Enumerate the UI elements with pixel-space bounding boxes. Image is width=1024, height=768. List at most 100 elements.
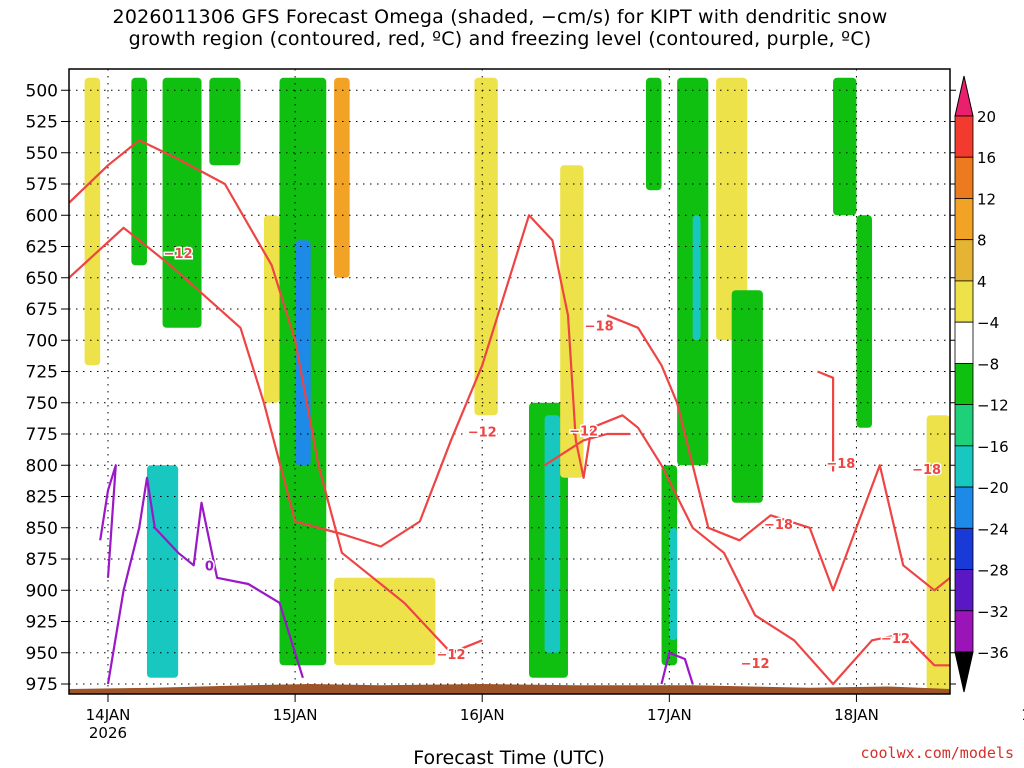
colorbar-top-arrow	[954, 75, 974, 117]
x-tick-label: 16JAN	[460, 706, 505, 724]
colorbar-label: 16	[977, 149, 996, 167]
omega-region	[716, 77, 748, 341]
colorbar-label: 12	[977, 190, 996, 208]
plot-frame	[68, 68, 951, 695]
omega-region	[263, 215, 280, 403]
y-tick-label: 875	[26, 550, 58, 570]
omega-region	[856, 215, 873, 428]
contour-label: −18	[826, 457, 855, 472]
x-tick-label: 17JAN	[647, 706, 692, 724]
colorbar-segment	[954, 280, 974, 323]
y-tick-label: 500	[26, 81, 58, 101]
chart-title: 2026011306 GFS Forecast Omega (shaded, −…	[0, 6, 1000, 50]
x-tick-label: 19JAN	[1021, 706, 1024, 724]
omega-region	[334, 77, 350, 278]
colorbar-segment	[954, 610, 974, 653]
omega-region	[833, 77, 857, 216]
y-tick-label: 900	[26, 581, 58, 601]
colorbar-label: −20	[977, 479, 1009, 497]
freezing-level-contour	[106, 476, 304, 685]
plot-background	[69, 69, 950, 694]
freezing-level-contour	[99, 464, 117, 578]
y-tick-label: 750	[26, 394, 58, 414]
colorbar-label: −32	[977, 603, 1009, 621]
omega-region	[692, 215, 701, 341]
colorbar-label: −28	[977, 562, 1009, 580]
contour-label: −18	[912, 463, 941, 478]
y-tick-label: 650	[26, 269, 58, 289]
credit-link[interactable]: coolwx.com/models	[860, 744, 1014, 762]
freezing-level-contour	[660, 651, 694, 685]
omega-region	[474, 77, 498, 416]
terrain	[69, 684, 950, 694]
colorbar-label: −4	[977, 314, 999, 332]
omega-region	[645, 77, 662, 191]
omega-region	[560, 165, 584, 478]
colorbar: 20 16 12 8 4 −4 −8 −12 −16 −20 −24 −28 −32 −36	[954, 75, 1009, 693]
colorbar-segment	[954, 486, 974, 529]
dendritic-contour	[544, 432, 631, 467]
y-tick-label: 625	[26, 238, 58, 258]
contour-label: −12	[468, 426, 497, 441]
contour-label: −18	[585, 319, 614, 334]
y-tick-label: 575	[26, 175, 58, 195]
dendritic-contour	[69, 139, 483, 654]
colorbar-label: −12	[977, 397, 1009, 415]
colorbar-label: −24	[977, 520, 1009, 538]
colorbar-segment	[954, 569, 974, 612]
colorbar-label: −8	[977, 355, 999, 373]
contour-label: −12	[741, 657, 770, 672]
omega-region	[162, 77, 202, 328]
x-axis-label: Forecast Time (UTC)	[413, 747, 604, 768]
colorbar-segment	[954, 362, 974, 406]
contour-label: −12	[881, 632, 910, 647]
omega-region	[209, 77, 241, 166]
terrain-fill	[69, 684, 950, 694]
omega-region	[544, 415, 561, 653]
colorbar-segment	[954, 404, 974, 447]
contour-label: −18	[764, 518, 793, 533]
y-tick-label: 950	[26, 644, 58, 664]
colorbar-segment	[954, 239, 974, 282]
omega-region	[926, 415, 950, 691]
dendritic-contour	[817, 370, 835, 472]
colorbar-label: 8	[977, 232, 987, 250]
y-tick-label: 675	[26, 300, 58, 320]
omega-region	[146, 465, 179, 678]
colorbar-segment	[954, 198, 974, 241]
y-tick-label: 550	[26, 144, 58, 164]
y-tick-label: 600	[26, 206, 58, 226]
colorbar-segment	[954, 115, 974, 158]
chart-title-line-1: 2026011306 GFS Forecast Omega (shaded, −…	[112, 6, 888, 28]
colorbar-label: −16	[977, 438, 1009, 456]
x-tick-label: 14JAN	[86, 706, 131, 724]
axis-ticks: 500 525 550 575 600 625 650 675 700 725 750 775 800 8…	[26, 81, 1024, 742]
colorbar-label: 4	[977, 273, 987, 291]
omega-region	[84, 77, 101, 366]
plot-area	[69, 69, 950, 694]
temperature-contours: −12 −18 −12 −12 −12 −12 −18 −18 −18 −12 0	[69, 139, 950, 686]
x-tick-year-label: 2026	[89, 724, 127, 742]
colorbar-segment	[954, 321, 974, 364]
y-tick-label: 725	[26, 363, 58, 383]
y-tick-label: 800	[26, 456, 58, 476]
y-tick-label: 925	[26, 613, 58, 633]
colorbar-segment	[954, 156, 974, 199]
omega-region	[295, 240, 311, 466]
x-tick-label: 15JAN	[273, 706, 318, 724]
y-tick-label: 700	[26, 331, 58, 351]
y-tick-label: 525	[26, 113, 58, 133]
dendritic-contour	[606, 314, 950, 592]
contour-label: −12	[437, 648, 466, 663]
y-tick-label: 850	[26, 519, 58, 539]
dendritic-contour	[69, 214, 950, 686]
y-tick-label: 775	[26, 425, 58, 445]
omega-region	[731, 290, 763, 503]
colorbar-bottom-arrow	[954, 651, 974, 693]
omega-region	[669, 527, 678, 641]
colorbar-label: −36	[977, 644, 1009, 662]
contour-label: 0	[205, 559, 214, 574]
chart-title-line-2: growth region (contoured, red, ºC) and f…	[128, 28, 872, 50]
colorbar-segment	[954, 445, 974, 488]
